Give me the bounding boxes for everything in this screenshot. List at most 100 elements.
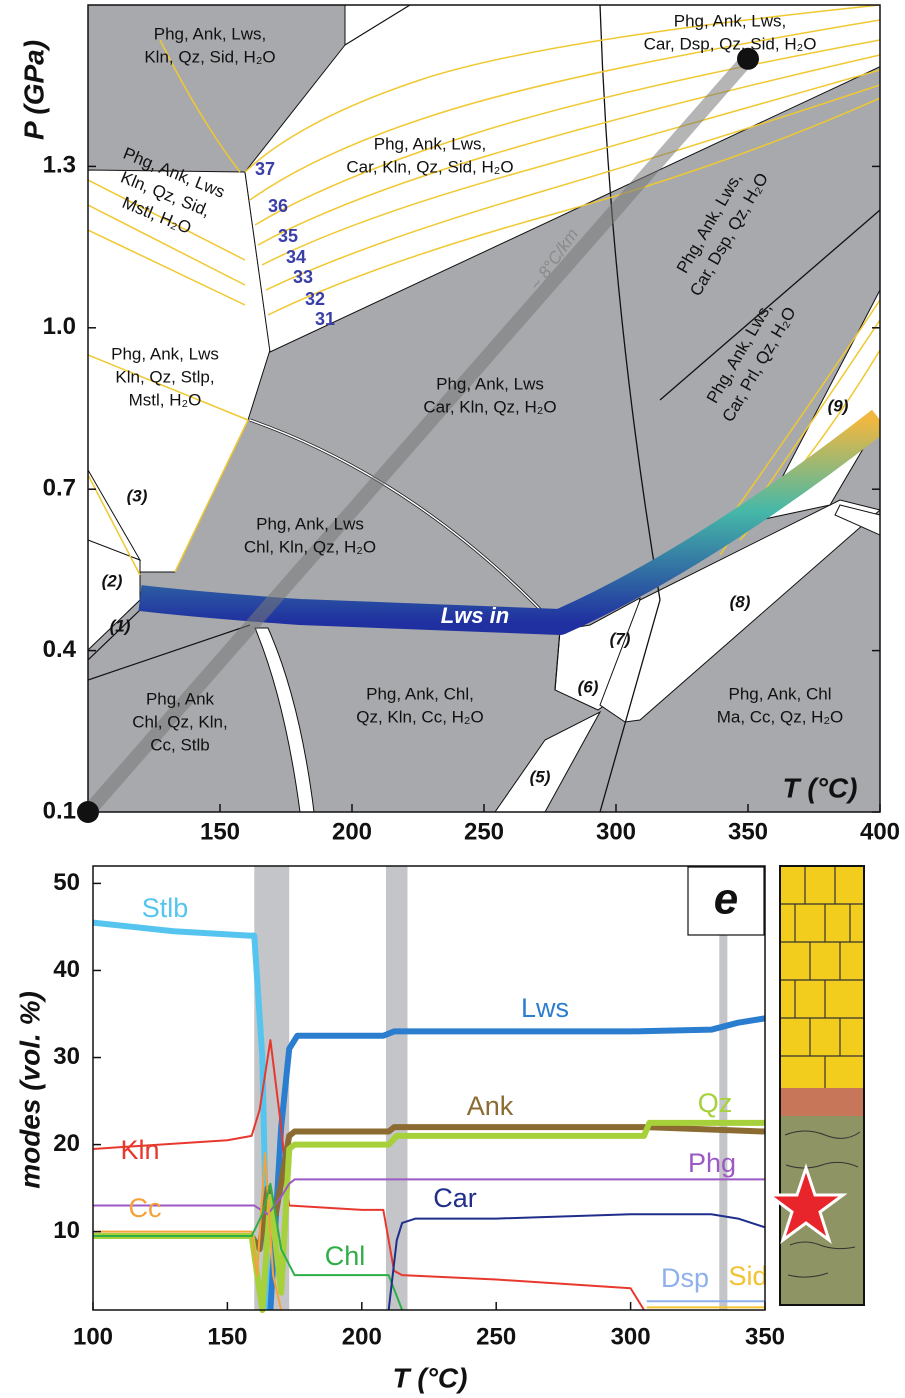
sample-star [764,1163,848,1244]
reaction-label: Lws in [441,603,509,628]
y-tick-label: 1.0 [43,313,76,340]
series-label: Ank [467,1091,514,1121]
series-label: Car [433,1183,477,1213]
plot-frame [92,865,766,1311]
isopleth-label: 33 [293,267,313,287]
isopleth-label: 36 [268,196,288,216]
series-label: Cc [129,1193,162,1223]
field-label: Phg, Ank, Lws, [154,24,266,43]
field-label: Mstl, H₂O [129,390,202,409]
series-line [92,919,271,1311]
geotherm [81,51,755,819]
y-tick-label: 1.3 [43,152,76,179]
x-tick-label: 200 [342,1323,382,1350]
field-number: (5) [530,767,551,786]
field-label: Phg, Ank, Lws, [674,11,786,30]
series-label: Stlb [142,893,189,923]
clay-layer [780,1088,864,1116]
isopleth-label: 35 [278,226,298,246]
x-tick-label: 250 [464,818,504,845]
field-label: Kln, Qz, Sid, H₂O [144,47,275,66]
field-white [88,469,142,561]
series-label: Kln [120,1135,159,1165]
y-tick-label: 10 [53,1217,80,1244]
x-tick-label: 300 [596,818,636,845]
y-tick-label: 0.7 [43,475,76,502]
series-label: Dsp [661,1263,709,1293]
y-tick-label: 30 [53,1043,80,1070]
series-label: Sid [728,1261,767,1291]
x-tick-label: 100 [73,1323,113,1350]
boundary [249,419,561,631]
y-axis-label: modes (vol. %) [14,991,45,1189]
series-label: Chl [325,1241,366,1271]
series-line [92,1039,645,1311]
x-tick-label: 350 [728,818,768,845]
x-tick-label: 350 [745,1323,785,1350]
y-tick-label: 0.1 [43,797,76,824]
y-tick-label: 40 [53,956,80,983]
x-tick-label: 150 [200,818,240,845]
field-label: Car, Kln, Qz, Sid, H₂O [346,157,513,176]
field-label: Phg, Ank, Lws [256,514,364,533]
y-tick-label: 20 [53,1130,80,1157]
field-number: (2) [102,571,123,590]
panel-box [687,866,765,936]
x-tick-label: 300 [611,1323,651,1350]
x-tick-label: 150 [207,1323,247,1350]
field-label: Phg, Ank, Chl, [366,684,474,703]
series-label: Phg [688,1148,736,1178]
series-line [93,1178,765,1216]
series-line [93,1119,765,1313]
field-number: (8) [730,592,751,611]
field-label: Car, Kln, Qz, H₂O [423,397,556,416]
field-white [834,504,880,536]
shaded-range [719,866,728,1310]
isopleth-label: 34 [286,247,306,267]
limestone [780,866,864,1088]
series-line [93,1152,283,1311]
series-line [387,1213,766,1311]
field-number: (6) [578,677,599,696]
field-label: Phg, Ank, Lws, [374,134,486,153]
series-line [93,1182,404,1311]
field-label: Phg, Ank [146,689,215,708]
field-label: Cc, Stlb [150,735,210,754]
x-axis-label: T (°C) [783,772,858,803]
field-number: (3) [127,486,148,505]
isopleth-label: 31 [315,309,335,329]
x-tick-label: 200 [332,818,372,845]
field-number: (9) [828,396,849,415]
y-axis-label: P (GPa) [18,40,49,140]
x-tick-label: 250 [476,1323,516,1350]
field-label: Qz, Kln, Cc, H₂O [356,707,484,726]
geotherm-point [737,47,759,70]
column [764,865,865,1306]
series-label: Qz [698,1088,733,1118]
x-tick-label: 400 [860,818,900,845]
field-label: Chl, Kln, Qz, H₂O [244,537,376,556]
series-line [267,1015,766,1311]
boundary [88,5,561,691]
field-label: Car, Dsp, Qz, Sid, H₂O [644,34,817,53]
brick-pattern [780,866,864,1088]
field-label: Ma, Cc, Qz, H₂O [717,707,844,726]
boundary [599,5,661,812]
field-label: Chl, Qz, Kln, [132,712,227,731]
x-axis-label: T (°C) [393,1362,468,1393]
field-number: (1) [110,616,131,635]
geotherm-point [77,801,99,823]
isopleth-label: 32 [305,289,325,309]
y-tick-label: 50 [53,869,80,896]
panel-label: e [714,875,738,924]
field-white [254,627,315,812]
field-number: (7) [610,629,631,648]
field-label: Phg, Ank, Chl [728,684,831,703]
column-frame [779,865,865,1306]
isopleth-label: 37 [255,159,275,179]
shaded-range [385,866,408,1310]
shale-texture [784,1130,861,1278]
field-label: Phg, Ank, Lws [436,374,544,393]
lws-in-band [138,409,880,635]
